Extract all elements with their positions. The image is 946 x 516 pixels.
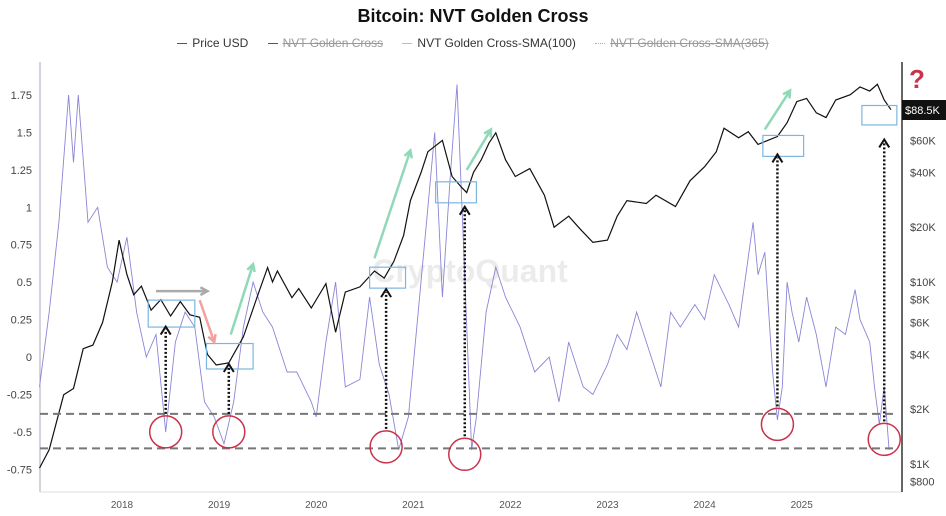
left-tick-label: 1.75 — [11, 90, 32, 102]
trend-arrow — [763, 89, 792, 131]
highlight-box — [147, 299, 196, 328]
left-tick-label: 1 — [26, 202, 32, 214]
left-tick-label: -0.75 — [7, 464, 32, 476]
highlight-box — [369, 266, 407, 289]
bottom-circle — [867, 422, 901, 457]
right-tick-label: $6K — [910, 317, 930, 329]
trend-arrow — [198, 299, 216, 343]
chart-title: Bitcoin: NVT Golden Cross — [357, 6, 589, 26]
legend-item-nvt[interactable]: NVT Golden Cross — [267, 36, 383, 50]
arrow-head-icon — [380, 287, 392, 298]
bottom-circle — [369, 430, 403, 464]
left-tick-label: 1.5 — [17, 127, 32, 139]
arrow-head-icon — [159, 324, 172, 336]
current-price-badge — [902, 100, 946, 120]
left-tick-label: -0.25 — [7, 389, 32, 401]
trend-arrow — [465, 128, 493, 171]
left-tick-label: -0.5 — [13, 427, 32, 439]
x-tick-label: 2021 — [402, 500, 425, 511]
trend-arrow-head-icon — [782, 88, 792, 99]
left-tick-label: 0.25 — [11, 315, 32, 327]
bottom-circle — [148, 415, 183, 449]
right-tick-label: $8K — [910, 295, 930, 307]
current-price-label: $88.5K — [905, 105, 941, 117]
right-tick-label: $60K — [910, 135, 936, 147]
right-tick-label: $40K — [910, 167, 936, 179]
x-tick-label: 2020 — [305, 500, 328, 511]
trend-arrow-head-icon — [483, 127, 493, 138]
arrow-head-icon — [458, 204, 471, 216]
bottom-circle — [448, 437, 482, 472]
right-tick-label: $20K — [910, 222, 936, 234]
legend: Price USD NVT Golden Cross NVT Golden Cr… — [0, 36, 946, 50]
left-tick-label: 1.25 — [11, 165, 32, 177]
x-tick-label: 2025 — [791, 500, 814, 511]
right-tick-label: $2K — [910, 404, 930, 416]
arrow-head-icon — [878, 137, 891, 148]
watermark-logo: CryptoQuant — [372, 253, 568, 289]
series-nvt-sma100-line — [39, 84, 890, 450]
x-tick-label: 2023 — [596, 500, 619, 511]
left-tick-label: 0 — [26, 352, 32, 364]
right-tick-label: $4K — [910, 349, 930, 361]
x-tick-label: 2018 — [111, 500, 134, 511]
legend-item-sma365[interactable]: NVT Golden Cross-SMA(365) — [595, 36, 769, 50]
left-tick-label: 0.5 — [17, 277, 32, 289]
question-mark-icon: ? — [909, 64, 925, 94]
trend-arrow — [373, 150, 412, 259]
bottom-circle — [760, 407, 795, 442]
trend-arrow-head-icon — [199, 286, 211, 297]
right-tick-label: $1K — [910, 459, 930, 471]
highlight-box — [762, 134, 805, 158]
trend-arrow-head-icon — [207, 333, 217, 345]
series-price-line — [38, 83, 892, 469]
arrow-head-icon — [222, 362, 235, 373]
right-tick-label: $800 — [910, 477, 934, 489]
bottom-circle — [212, 415, 246, 449]
trend-arrow — [229, 263, 255, 335]
x-tick-label: 2022 — [499, 500, 522, 511]
x-tick-label: 2024 — [693, 500, 716, 511]
highlight-box — [435, 181, 478, 204]
x-tick-label: 2019 — [208, 500, 231, 511]
right-tick-label: $10K — [910, 277, 936, 289]
legend-item-sma100[interactable]: NVT Golden Cross-SMA(100) — [402, 36, 576, 50]
trend-arrow-head-icon — [403, 147, 414, 159]
trend-arrow-head-icon — [246, 261, 256, 273]
legend-item-price[interactable]: Price USD — [177, 36, 248, 50]
left-tick-label: 0.75 — [11, 240, 32, 252]
arrow-head-icon — [771, 152, 784, 163]
highlight-box — [861, 104, 898, 126]
